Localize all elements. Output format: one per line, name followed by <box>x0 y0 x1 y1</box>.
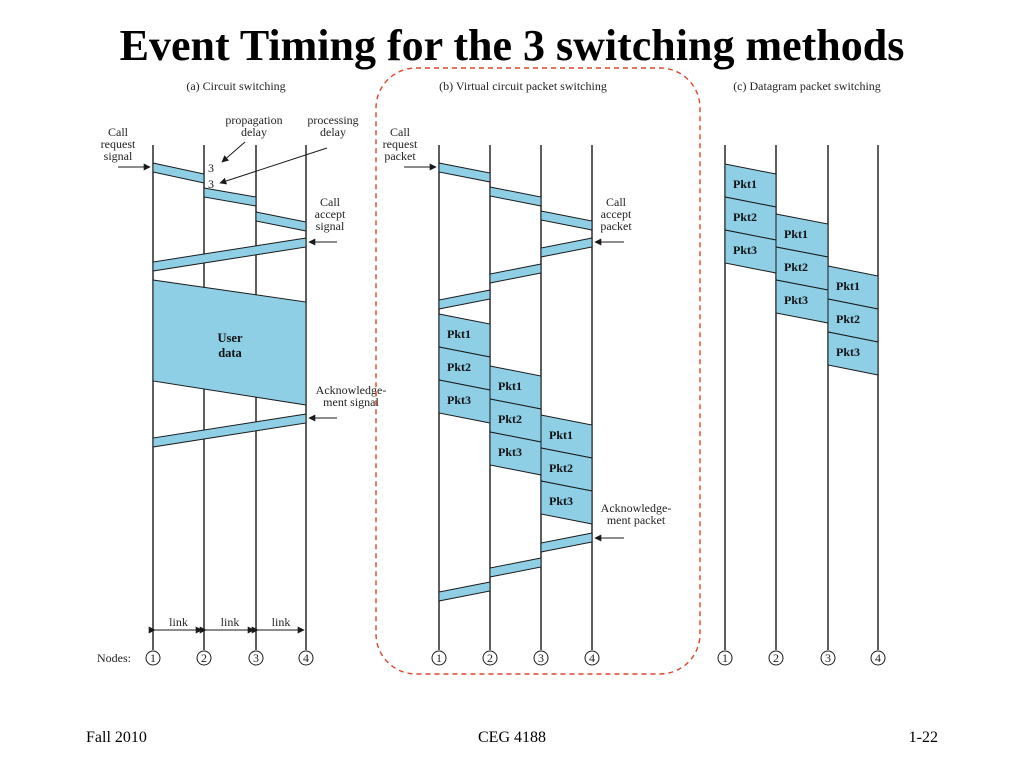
packet-label: Pkt1 <box>784 227 808 241</box>
node-number: 2 <box>773 651 779 665</box>
packet-label: Pkt3 <box>447 393 471 407</box>
call-accept-signal-label: Call <box>320 195 341 209</box>
node-number: 3 <box>253 651 259 665</box>
call-accept-packet-label: Call <box>606 195 627 209</box>
packet <box>540 480 593 525</box>
call-request-signal-label: signal <box>104 149 133 163</box>
call-request-signal-label: request <box>101 137 136 151</box>
packet-label: Pkt1 <box>836 279 860 293</box>
call-accept-signal-label: accept <box>315 207 346 221</box>
call-request-hop <box>152 162 205 184</box>
nodes-label: Nodes: <box>97 651 131 665</box>
footer-slide-number: 1-22 <box>908 729 938 746</box>
packet-label: Pkt1 <box>447 327 471 341</box>
user-data-label: data <box>218 346 242 360</box>
panel-a-caption: (a) Circuit switching <box>186 79 285 93</box>
packet-label: Pkt3 <box>549 494 573 508</box>
call-accept-hop <box>438 289 491 310</box>
node-number: 1 <box>150 651 156 665</box>
link-label: link <box>169 615 188 629</box>
node-number: 4 <box>875 651 881 665</box>
call-accept-signal-label: signal <box>316 219 345 233</box>
node-circle <box>196 650 212 666</box>
slide-title: Event Timing for the 3 switching methods <box>119 21 905 70</box>
call-request-hop <box>438 162 491 183</box>
packet <box>827 331 879 376</box>
node-circle <box>533 650 549 666</box>
node-circle <box>584 650 600 666</box>
node-circle <box>482 650 498 666</box>
packet-label: Pkt1 <box>733 177 757 191</box>
packet-label: Pkt3 <box>836 345 860 359</box>
packet-label: Pkt3 <box>784 293 808 307</box>
node-circle <box>248 650 264 666</box>
call-request-hop <box>540 210 593 231</box>
call-request-packet-label: request <box>383 137 418 151</box>
node-circle <box>820 650 836 666</box>
ack-signal-label: Acknowledge- <box>316 383 387 397</box>
node-number: 2 <box>487 651 493 665</box>
packet-label: Pkt2 <box>549 461 573 475</box>
user-data-block <box>152 279 307 406</box>
delay-brace-mark: 3 <box>208 177 214 191</box>
packet-label: Pkt2 <box>836 312 860 326</box>
call-request-hop <box>203 187 257 207</box>
panel-c-caption: (c) Datagram packet switching <box>733 79 881 93</box>
call-accept-hop <box>489 263 542 284</box>
packet-label: Pkt2 <box>498 412 522 426</box>
ack-signal-band <box>152 413 307 448</box>
footer-course: CEG 4188 <box>478 729 546 746</box>
call-accept-hop <box>540 237 593 258</box>
node-circle <box>298 650 314 666</box>
panel-b-caption: (b) Virtual circuit packet switching <box>439 79 607 93</box>
node-number: 3 <box>825 651 831 665</box>
propagation-delay-arrow <box>221 141 246 163</box>
node-number: 4 <box>589 651 595 665</box>
propagation-delay-label: propagation <box>225 113 282 127</box>
packet-label: Pkt2 <box>733 210 757 224</box>
ack-signal-label: ment signal <box>323 395 379 409</box>
highlight-border <box>375 67 701 675</box>
call-request-packet-label: packet <box>384 149 416 163</box>
link-label: link <box>272 615 291 629</box>
node-circle <box>768 650 784 666</box>
call-request-hop <box>255 211 307 232</box>
node-circle <box>870 650 886 666</box>
user-data-label: User <box>218 331 243 345</box>
node-number: 1 <box>722 651 728 665</box>
ack-packet-label: ment packet <box>607 513 666 527</box>
packet-label: Pkt3 <box>498 445 522 459</box>
call-request-packet-label: Call <box>390 125 411 139</box>
call-accept-band <box>152 237 307 272</box>
node-circle <box>431 650 447 666</box>
processing-delay-arrow <box>219 147 328 185</box>
node-number: 4 <box>303 651 309 665</box>
processing-delay-label: delay <box>320 125 346 139</box>
ack-hop <box>438 581 491 602</box>
node-circle <box>717 650 733 666</box>
call-accept-packet-label: accept <box>601 207 632 221</box>
node-number: 1 <box>436 651 442 665</box>
packet-label: Pkt2 <box>784 260 808 274</box>
ack-hop <box>489 557 542 578</box>
node-number: 3 <box>538 651 544 665</box>
node-circle <box>145 650 161 666</box>
ack-packet-label: Acknowledge- <box>601 501 672 515</box>
propagation-delay-label: delay <box>241 125 267 139</box>
call-request-signal-label: Call <box>108 125 129 139</box>
packet-label: Pkt3 <box>733 243 757 257</box>
packet-label: Pkt1 <box>549 428 573 442</box>
delay-brace-mark: 3 <box>208 161 214 175</box>
call-accept-packet-label: packet <box>600 219 632 233</box>
packet-label: Pkt2 <box>447 360 471 374</box>
call-request-hop <box>489 186 542 207</box>
packet-label: Pkt1 <box>498 379 522 393</box>
node-number: 2 <box>201 651 207 665</box>
footer-date: Fall 2010 <box>86 729 147 746</box>
link-label: link <box>221 615 240 629</box>
processing-delay-label: processing <box>307 113 358 127</box>
ack-hop <box>540 532 593 553</box>
